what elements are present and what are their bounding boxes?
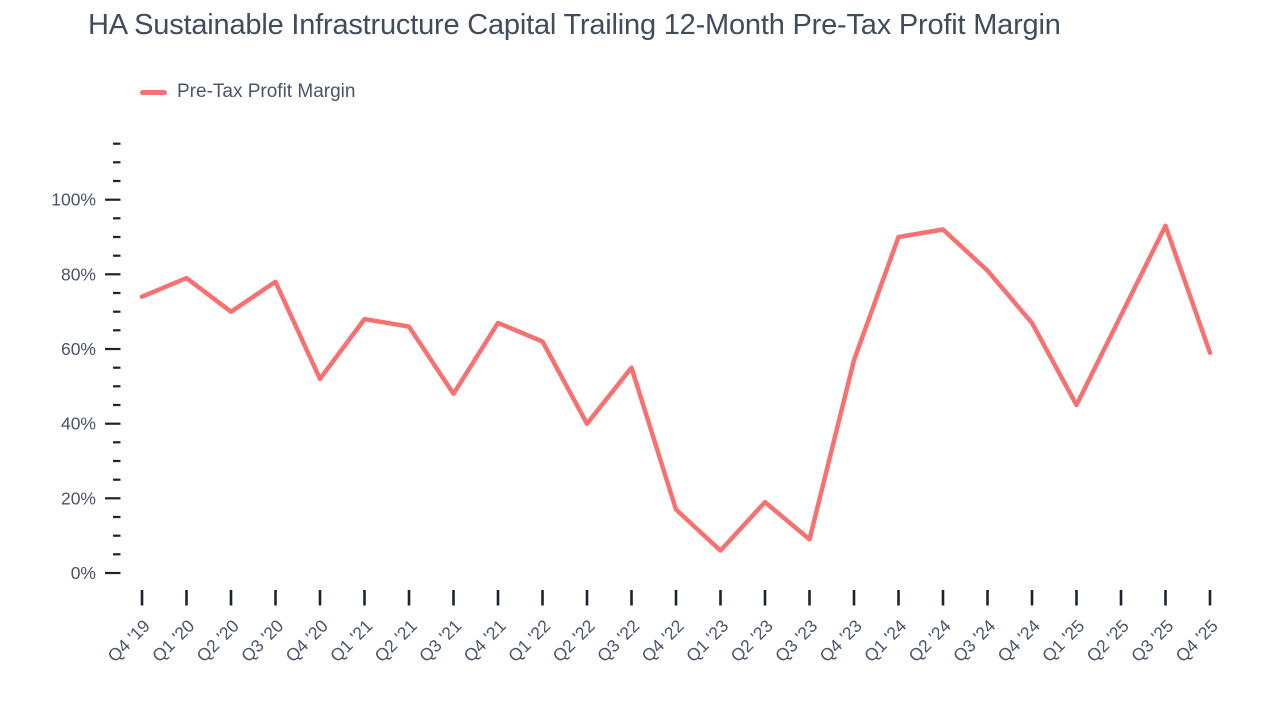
x-axis-tick-label: Q3 '24 [949, 615, 999, 665]
x-axis-tick-label: Q2 '22 [549, 616, 599, 666]
x-axis-tick-label: Q4 '24 [994, 615, 1044, 665]
x-axis-tick-label: Q1 '21 [326, 616, 376, 666]
chart-title: HA Sustainable Infrastructure Capital Tr… [88, 9, 1061, 41]
x-axis-tick-label: Q1 '20 [148, 615, 198, 665]
y-axis-tick-label: 80% [61, 264, 96, 284]
x-axis-tick-label: Q3 '22 [593, 616, 643, 666]
series-line-pre-tax-profit-margin [139, 223, 1213, 553]
x-axis-tick-label: Q2 '21 [371, 616, 421, 666]
x-axis-tick-label: Q1 '22 [504, 616, 554, 666]
x-axis-tick-label: Q1 '24 [860, 615, 910, 665]
x-axis-tick-label: Q1 '23 [682, 616, 732, 666]
x-axis-tick-label: Q3 '20 [237, 615, 287, 665]
y-axis-tick-label: 0% [71, 563, 96, 583]
x-axis-tick-label: Q3 '23 [771, 616, 821, 666]
x-axis-tick-label: Q3 '21 [415, 616, 465, 666]
x-axis-tick-label: Q4 '23 [816, 616, 866, 666]
x-axis-tick-label: Q4 '19 [104, 616, 154, 666]
x-axis-tick-label: Q2 '25 [1083, 616, 1133, 666]
x-axis-tick-label: Q2 '23 [727, 616, 777, 666]
x-axis-tick-label: Q4 '25 [1172, 616, 1222, 666]
x-axis-tick-label: Q3 '25 [1127, 616, 1177, 666]
x-axis-tick-label: Q4 '21 [460, 616, 510, 666]
legend-line-swatch [140, 89, 167, 95]
y-axis-tick-label: 60% [61, 339, 96, 359]
x-axis-tick-label: Q4 '20 [282, 615, 332, 665]
x-axis-tick-label: Q1 '25 [1038, 616, 1088, 666]
x-axis-tick-label: Q2 '20 [193, 615, 243, 665]
legend-label: Pre-Tax Profit Margin [177, 81, 356, 102]
y-axis-tick-label: 100% [51, 190, 96, 210]
y-axis-tick-label: 40% [61, 414, 96, 434]
x-axis-tick-label: Q4 '22 [638, 616, 688, 666]
x-axis-tick-label: Q2 '24 [905, 615, 955, 665]
y-axis-tick-label: 20% [61, 488, 96, 508]
legend[interactable]: Pre-Tax Profit Margin [140, 81, 355, 103]
